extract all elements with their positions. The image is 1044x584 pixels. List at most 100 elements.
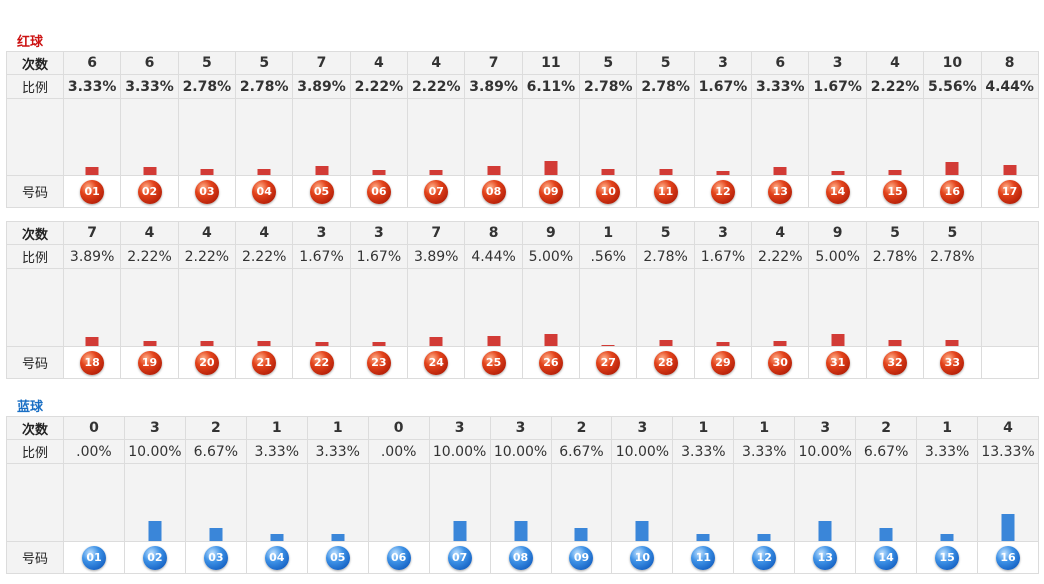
frequency-bar — [315, 166, 329, 175]
count-value: 7 — [292, 51, 351, 75]
red-ball-icon: 11 — [653, 179, 678, 204]
ball-cell: 13 — [794, 541, 857, 574]
frequency-bar — [453, 521, 467, 541]
bar-cell — [977, 463, 1039, 542]
ball-cell: 30 — [751, 346, 810, 379]
ratio-value: 10.00% — [794, 439, 857, 464]
count-value: 4 — [120, 221, 179, 245]
frequency-bar — [143, 341, 157, 346]
ball-cell: 25 — [464, 346, 523, 379]
ratio-value: 2.22% — [349, 74, 409, 99]
frequency-bar — [544, 161, 558, 175]
frequency-bar — [257, 341, 271, 346]
blue-ball-table: 次数 0 3 2 1 1 0 3 3 2 3 1 1 3 2 1 4 比例 .00% 10.00% 6.67% 3.33%… — [6, 416, 1039, 574]
count-value: 3 — [808, 51, 867, 75]
ball-cell: 22 — [292, 346, 351, 379]
red-ball-icon: 24 — [424, 350, 449, 375]
ball-cell: 31 — [808, 346, 867, 379]
frequency-bar — [940, 534, 954, 541]
blue-ball-icon: 14 — [874, 545, 899, 570]
frequency-bar — [574, 528, 588, 541]
bar-row-label — [6, 463, 64, 542]
ratio-value: 2.78% — [636, 74, 695, 99]
red-ball-icon: 15 — [882, 179, 907, 204]
frequency-bar — [945, 340, 959, 346]
count-value: 0 — [367, 416, 430, 440]
red-ball-icon: 29 — [710, 350, 735, 375]
ratio-row-label: 比例 — [6, 244, 64, 269]
ball-cell: 09 — [550, 541, 613, 574]
blue-ball-title: 蓝球 — [17, 400, 44, 415]
ratio-value: 1.67% — [693, 74, 753, 99]
count-value: 4 — [407, 51, 466, 75]
count-value: 2 — [550, 416, 613, 440]
ratio-value: 10.00% — [123, 439, 186, 464]
blue-ball-icon: 07 — [447, 545, 472, 570]
ball-cell: 07 — [428, 541, 491, 574]
ball-cell: 02 — [120, 175, 179, 208]
bar-cell — [855, 463, 918, 542]
ratio-value: 2.22% — [407, 74, 466, 99]
ball-cell: 12 — [693, 175, 753, 208]
frequency-bar — [601, 345, 615, 346]
frequency-bar — [831, 334, 845, 346]
bar-cell — [980, 98, 1039, 176]
frequency-bar — [773, 167, 787, 175]
bar-cell — [120, 268, 179, 347]
ratio-value: 2.78% — [177, 74, 237, 99]
count-value: 1 — [245, 416, 308, 440]
frequency-bar — [659, 340, 673, 346]
bar-cell — [611, 463, 674, 542]
bar-cell — [916, 463, 979, 542]
count-row-label: 次数 — [6, 416, 64, 440]
red-ball-icon: 26 — [538, 350, 563, 375]
blue-ball-icon: 13 — [813, 545, 838, 570]
bar-cell — [865, 268, 925, 347]
blue-ball-icon: 04 — [264, 545, 289, 570]
ratio-value: 3.89% — [292, 74, 351, 99]
frequency-bar — [945, 162, 959, 175]
empty-cell — [980, 346, 1039, 379]
frequency-bar — [818, 521, 832, 541]
red-ball-icon: 30 — [768, 350, 793, 375]
red-ball-icon: 31 — [825, 350, 850, 375]
blue-ball-icon: 08 — [508, 545, 533, 570]
bar-cell — [521, 98, 581, 176]
bar-cell — [63, 463, 125, 542]
bar-cell — [120, 98, 179, 176]
count-value: 3 — [349, 221, 409, 245]
bar-cell — [177, 268, 237, 347]
bar-cell — [808, 268, 867, 347]
red-ball-icon: 04 — [252, 179, 277, 204]
frequency-bar — [85, 337, 99, 346]
count-value: 4 — [349, 51, 409, 75]
count-value: 7 — [407, 221, 466, 245]
frequency-bar — [544, 334, 558, 346]
bar-cell — [367, 463, 430, 542]
ratio-value: 1.67% — [349, 244, 409, 269]
bar-cell — [693, 98, 753, 176]
frequency-bar — [716, 171, 730, 175]
ball-cell: 04 — [245, 541, 308, 574]
count-value: 4 — [865, 51, 925, 75]
bar-cell — [235, 98, 294, 176]
blue-ball-icon: 12 — [752, 545, 777, 570]
frequency-bar — [148, 521, 162, 541]
count-value: 2 — [855, 416, 918, 440]
ball-cell: 14 — [808, 175, 867, 208]
blue-ball-icon: 02 — [142, 545, 167, 570]
ratio-value: 5.00% — [808, 244, 867, 269]
ratio-value: 1.67% — [693, 244, 753, 269]
ratio-value: 3.89% — [464, 74, 523, 99]
count-value: 5 — [636, 51, 695, 75]
number-row-label: 号码 — [6, 175, 64, 208]
bar-cell — [751, 98, 810, 176]
ratio-value: 2.78% — [923, 244, 982, 269]
ratio-row-label: 比例 — [6, 439, 64, 464]
frequency-bar — [831, 171, 845, 175]
bar-cell — [349, 98, 409, 176]
bar-cell — [184, 463, 247, 542]
ball-cell: 08 — [464, 175, 523, 208]
bar-cell — [794, 463, 857, 542]
blue-ball-icon: 16 — [996, 545, 1021, 570]
